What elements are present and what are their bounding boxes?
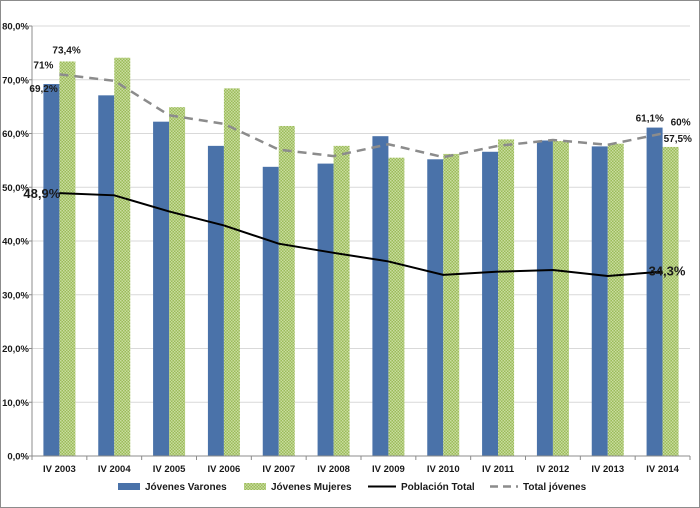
grid-lines bbox=[32, 25, 690, 403]
x-tick-label: IV 2011 bbox=[482, 464, 515, 475]
bar-jovenes-mujeres bbox=[607, 143, 624, 456]
bar-jovenes-mujeres bbox=[333, 145, 350, 457]
x-tick-label: IV 2003 bbox=[43, 464, 76, 475]
bar-jovenes-mujeres bbox=[59, 61, 76, 456]
bar-jovenes-mujeres bbox=[278, 125, 295, 456]
x-tick-label: IV 2009 bbox=[372, 464, 405, 475]
bar-jovenes-varones bbox=[427, 159, 444, 457]
bar-jovenes-mujeres bbox=[169, 107, 186, 456]
x-tick-label: IV 2013 bbox=[591, 464, 624, 475]
bar-jovenes-varones bbox=[646, 127, 663, 457]
bar-jovenes-varones bbox=[482, 151, 499, 456]
y-tick-label: 30,0% bbox=[2, 290, 29, 301]
bar-jovenes-varones bbox=[317, 163, 334, 456]
y-tick-label: 80,0% bbox=[2, 22, 29, 33]
data-label: 71% bbox=[33, 60, 53, 71]
bar-jovenes-mujeres bbox=[443, 153, 460, 457]
legend-label: Población Total bbox=[401, 482, 475, 493]
x-tick-label: IV 2014 bbox=[646, 464, 679, 475]
y-tick-label: 50,0% bbox=[2, 183, 29, 194]
axes: 0,0% 10,0% 20,0% 30,0% 40,0% 50,0% 60,0% 70,0% 8… bbox=[2, 22, 691, 475]
legend-label: Jóvenes Mujeres bbox=[271, 482, 352, 493]
x-tick-label: IV 2006 bbox=[208, 464, 241, 475]
legend-swatch bbox=[118, 483, 140, 490]
bar-jovenes-mujeres bbox=[552, 141, 569, 456]
bar-jovenes-varones bbox=[372, 136, 389, 456]
x-tick-label: IV 2007 bbox=[262, 464, 295, 475]
bar-jovenes-varones bbox=[153, 121, 170, 457]
bar-jovenes-varones bbox=[591, 146, 608, 456]
bar-jovenes-mujeres bbox=[662, 146, 679, 456]
data-label: 69,2% bbox=[29, 84, 57, 95]
data-label: 48,9% bbox=[23, 186, 60, 201]
y-tick-label: 70,0% bbox=[2, 75, 29, 86]
data-label: 34,3% bbox=[649, 264, 686, 279]
x-tick-label: IV 2005 bbox=[153, 464, 186, 475]
legend: Jóvenes Varones Jóvenes Mujeres Población … bbox=[118, 482, 587, 493]
bars bbox=[43, 57, 679, 457]
x-tick-label: IV 2008 bbox=[317, 464, 350, 475]
bar-jovenes-varones bbox=[207, 145, 224, 457]
y-tick-label: 20,0% bbox=[2, 344, 29, 355]
line-poblacion-total bbox=[59, 192, 663, 277]
bar-jovenes-varones bbox=[98, 95, 115, 457]
bar-jovenes-varones bbox=[43, 84, 60, 457]
bar-jovenes-mujeres bbox=[498, 139, 515, 456]
lines bbox=[59, 73, 663, 277]
data-label: 61,1% bbox=[636, 114, 664, 125]
bar-jovenes-varones bbox=[262, 166, 279, 456]
bar-jovenes-mujeres bbox=[223, 88, 240, 456]
y-tick-label: 60,0% bbox=[2, 129, 29, 140]
y-tick-label: 0,0% bbox=[7, 452, 29, 463]
legend-label: Total jóvenes bbox=[523, 482, 587, 493]
x-tick-label: IV 2010 bbox=[427, 464, 460, 475]
x-tick-label: IV 2004 bbox=[98, 464, 131, 475]
legend-swatch bbox=[244, 483, 266, 490]
bar-jovenes-mujeres bbox=[114, 57, 131, 457]
data-labels: 73,4% 71% 69,2% 48,9% 61,1% 60% 57,5% 34,3% bbox=[23, 45, 692, 278]
y-tick-label: 10,0% bbox=[2, 398, 29, 409]
legend-label: Jóvenes Varones bbox=[145, 482, 227, 493]
y-tick-label: 40,0% bbox=[2, 237, 29, 248]
data-label: 73,4% bbox=[52, 45, 80, 56]
bar-jovenes-mujeres bbox=[388, 157, 405, 456]
data-label: 57,5% bbox=[664, 134, 692, 145]
x-tick-label: IV 2012 bbox=[537, 464, 570, 475]
bar-jovenes-varones bbox=[536, 140, 553, 457]
data-label: 60% bbox=[671, 118, 691, 129]
line-total-jovenes bbox=[59, 73, 663, 159]
